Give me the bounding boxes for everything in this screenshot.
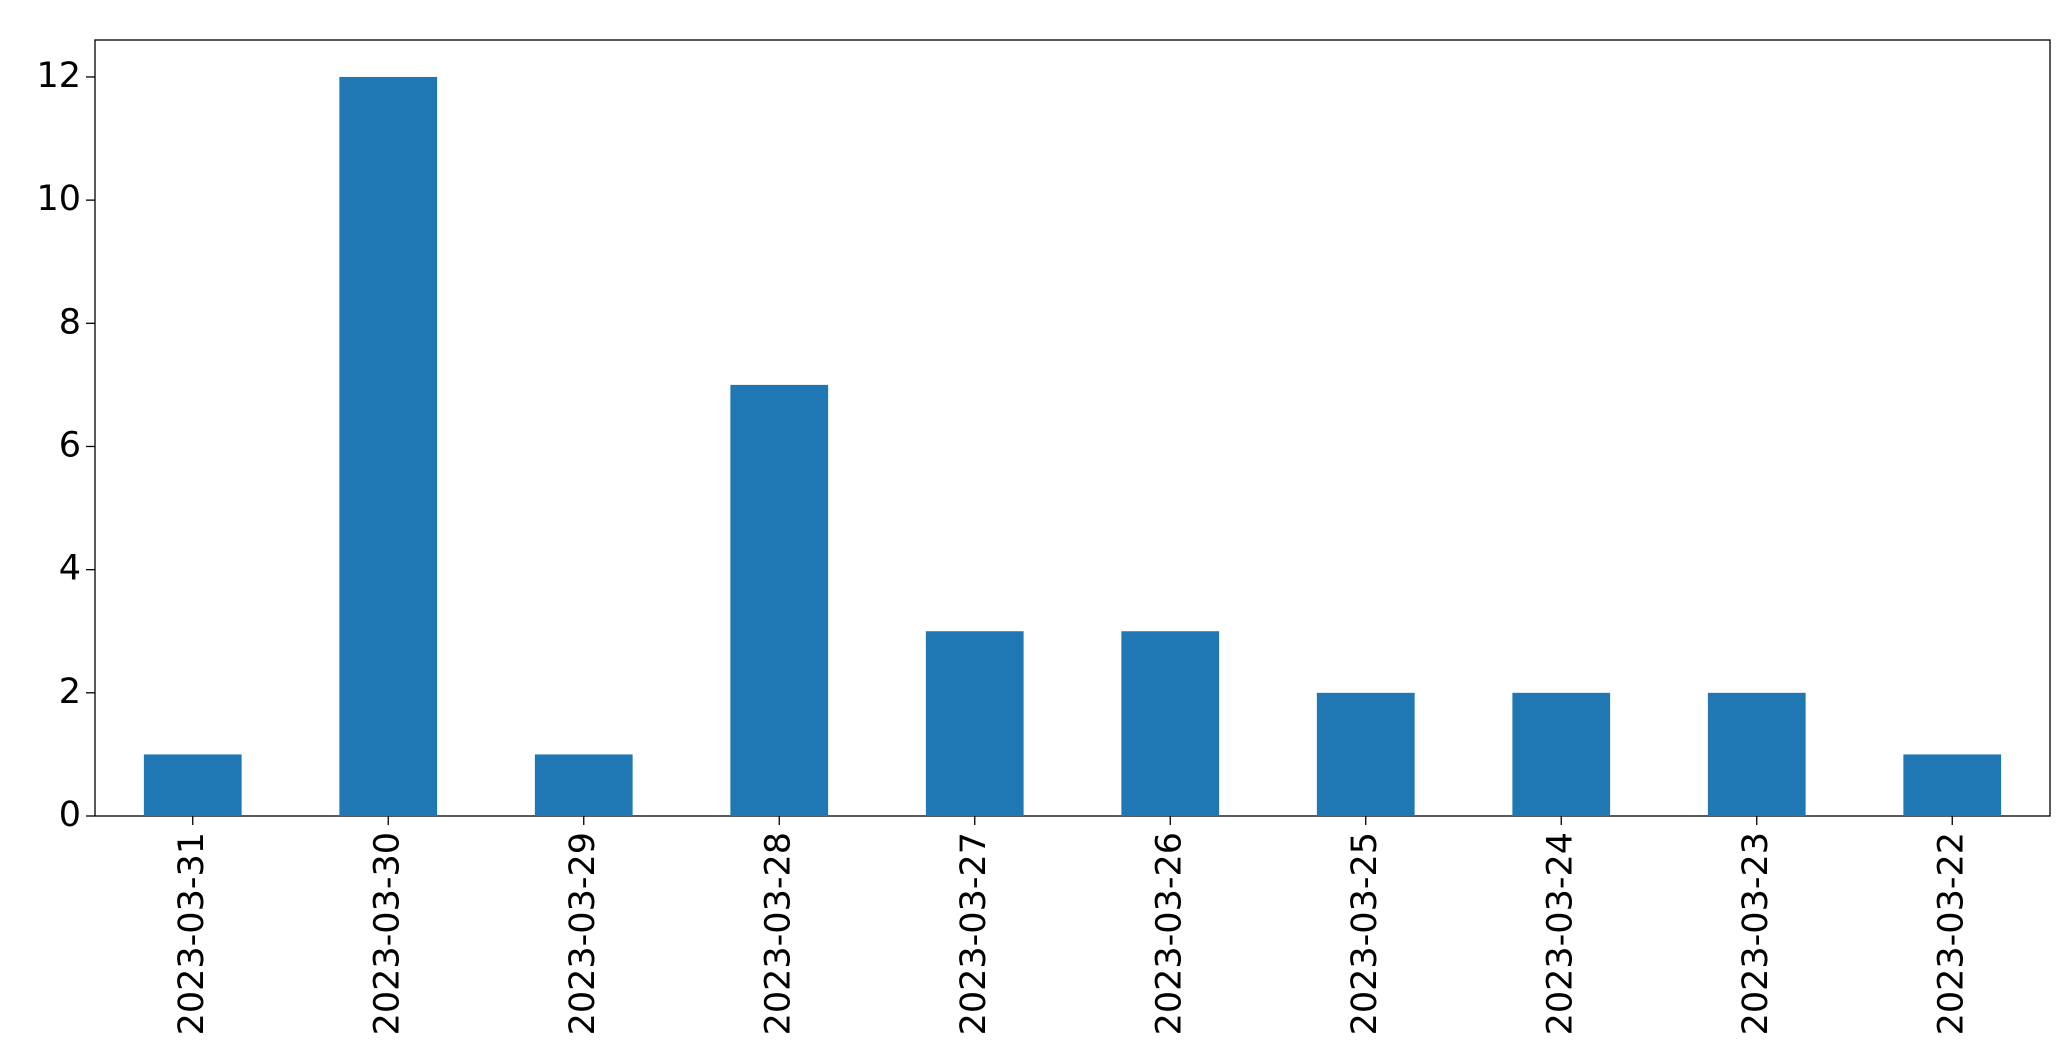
y-tick-label: 6 xyxy=(59,425,81,465)
x-tick-label: 2023-03-29 xyxy=(563,832,603,1035)
bar xyxy=(534,754,633,816)
bar xyxy=(143,754,242,816)
y-tick-label: 0 xyxy=(59,795,81,835)
bar xyxy=(1512,692,1611,816)
y-tick-label: 10 xyxy=(36,179,81,219)
x-tick-label: 2023-03-22 xyxy=(1931,832,1971,1035)
bar xyxy=(1121,631,1220,816)
x-tick-label: 2023-03-26 xyxy=(1149,832,1189,1035)
x-tick-label: 2023-03-25 xyxy=(1345,832,1385,1035)
x-tick-label: 2023-03-30 xyxy=(367,832,407,1035)
y-tick-label: 12 xyxy=(36,56,81,96)
bar xyxy=(339,76,438,816)
x-tick-label: 2023-03-28 xyxy=(758,832,798,1035)
y-tick-label: 8 xyxy=(59,302,81,342)
bar xyxy=(925,631,1024,816)
x-tick-label: 2023-03-24 xyxy=(1540,832,1580,1035)
plot-frame xyxy=(94,39,2051,817)
bar xyxy=(1903,754,2002,816)
bar xyxy=(730,384,829,816)
bar xyxy=(1316,692,1415,816)
x-tick-label: 2023-03-23 xyxy=(1736,832,1776,1035)
x-tick-label: 2023-03-31 xyxy=(172,832,212,1035)
x-tick-label: 2023-03-27 xyxy=(954,832,994,1035)
y-tick-label: 4 xyxy=(59,549,81,589)
y-tick-label: 2 xyxy=(59,672,81,712)
bar xyxy=(1707,692,1806,816)
